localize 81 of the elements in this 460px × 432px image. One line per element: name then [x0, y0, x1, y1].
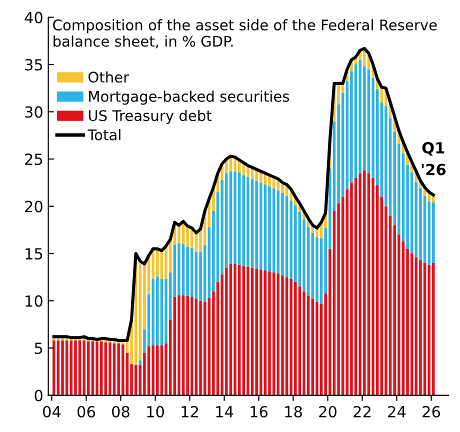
bar: [281, 193, 284, 276]
y-tick-label: 25: [25, 153, 42, 166]
legend-label: US Treasury debt: [88, 110, 212, 124]
bar: [268, 271, 271, 396]
x-tick-label: 20: [319, 406, 336, 418]
bar: [182, 295, 185, 396]
y-tick-label: 10: [26, 295, 42, 307]
x-tick-label: 24: [388, 406, 406, 418]
bar: [276, 190, 280, 274]
bar: [178, 243, 180, 296]
x-tick-label: 14: [216, 406, 234, 418]
bar: [178, 225, 180, 244]
bar: [229, 171, 232, 264]
x-tick-label: 16: [250, 406, 268, 418]
x-tick-label: 22: [354, 406, 370, 418]
bar: [276, 273, 280, 396]
bar: [199, 300, 202, 396]
bar: [380, 196, 384, 396]
annotation: Q1 '26: [422, 142, 446, 176]
legend-label: Total: [88, 129, 120, 140]
bar: [264, 270, 267, 396]
bar: [61, 340, 64, 396]
bar: [285, 196, 288, 278]
bar: [234, 171, 236, 264]
bar: [272, 272, 276, 396]
bar: [203, 245, 206, 302]
bar: [316, 302, 318, 396]
bar: [250, 268, 254, 396]
y-tick-label: 35: [25, 58, 42, 71]
bar: [285, 277, 288, 396]
bar: [182, 244, 185, 296]
bar: [341, 196, 344, 396]
bar: [268, 186, 271, 272]
x-tick-label: 06: [78, 406, 96, 418]
legend-label: Other: [88, 71, 130, 83]
bar: [194, 298, 198, 396]
x-tick-label: 10: [147, 406, 164, 418]
bar: [414, 182, 418, 258]
y-tick-label: 20: [25, 200, 42, 212]
x-tick-label: 26: [422, 406, 440, 418]
y-tick-label: 15: [26, 248, 42, 260]
bar: [250, 178, 254, 268]
bar: [96, 341, 98, 396]
bar: [178, 295, 180, 396]
x-tick-label: 04: [43, 406, 61, 418]
bar: [246, 266, 250, 396]
bar: [238, 172, 241, 265]
y-tick-label: 30: [25, 106, 42, 118]
bar: [194, 252, 198, 299]
bar: [74, 340, 77, 396]
bar: [311, 298, 314, 396]
bar: [173, 297, 176, 396]
bar: [367, 173, 370, 396]
bar: [108, 342, 112, 396]
bar: [242, 266, 246, 396]
bar: [238, 264, 241, 396]
bar: [160, 279, 164, 346]
bar: [272, 188, 276, 272]
bar: [414, 257, 418, 396]
bar: [246, 176, 250, 267]
x-tick-label: 18: [285, 406, 302, 418]
bar: [168, 320, 172, 396]
bar: [203, 302, 206, 396]
y-tick-label: 40: [24, 12, 42, 24]
bar: [234, 264, 236, 396]
bar: [264, 184, 267, 271]
x-tick-label: 12: [182, 406, 198, 418]
bar: [423, 262, 426, 396]
bar: [52, 340, 56, 396]
bar: [419, 260, 422, 396]
x-tick-label: 08: [112, 406, 130, 418]
legend-label: Mortgage-backed securities: [89, 90, 290, 105]
bar: [173, 245, 176, 297]
bar: [311, 232, 314, 299]
bar: [281, 275, 284, 396]
y-tick-label: 5: [34, 342, 42, 354]
bar: [229, 264, 232, 396]
bar: [242, 175, 246, 266]
text: Composition of the asset side of the Federal Reserve balance sheet, in % GDP.: [53, 19, 437, 48]
y-tick-label: 0: [34, 390, 42, 402]
bar: [160, 345, 164, 396]
